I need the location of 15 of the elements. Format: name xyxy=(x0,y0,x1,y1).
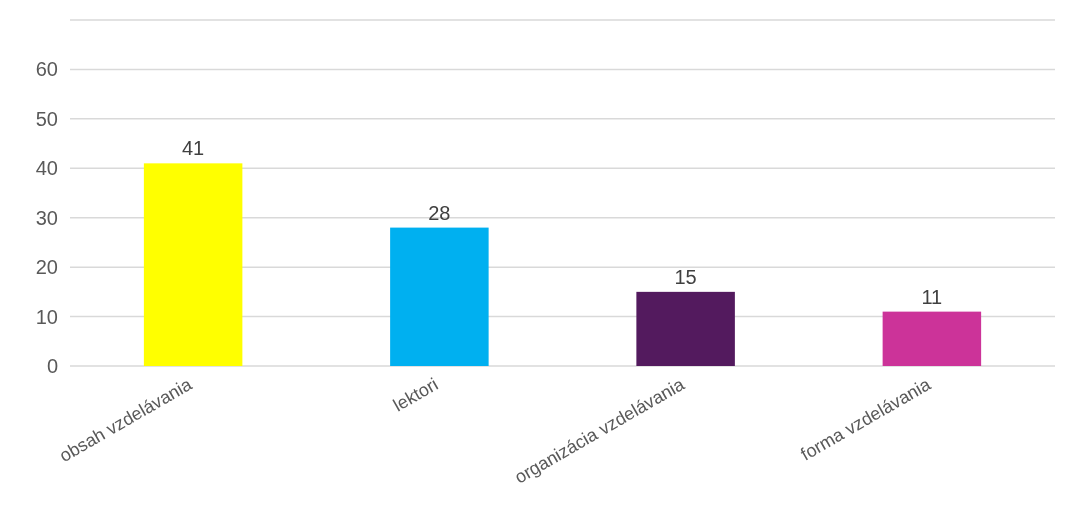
data-label: 41 xyxy=(182,137,205,160)
y-tick-label: 30 xyxy=(35,206,58,229)
data-label: 11 xyxy=(921,285,943,308)
bar xyxy=(390,227,489,366)
y-tick-label: 0 xyxy=(46,355,58,377)
y-tick-label: 60 xyxy=(35,58,58,81)
bar xyxy=(882,311,982,366)
y-tick-label: 50 xyxy=(35,107,58,130)
y-tick-label: 10 xyxy=(35,305,58,328)
y-tick-label: 40 xyxy=(35,157,58,180)
data-label: 28 xyxy=(428,201,451,224)
bar xyxy=(636,291,735,366)
y-tick-label: 20 xyxy=(35,256,58,279)
data-label: 15 xyxy=(674,265,697,288)
bar xyxy=(143,163,243,366)
